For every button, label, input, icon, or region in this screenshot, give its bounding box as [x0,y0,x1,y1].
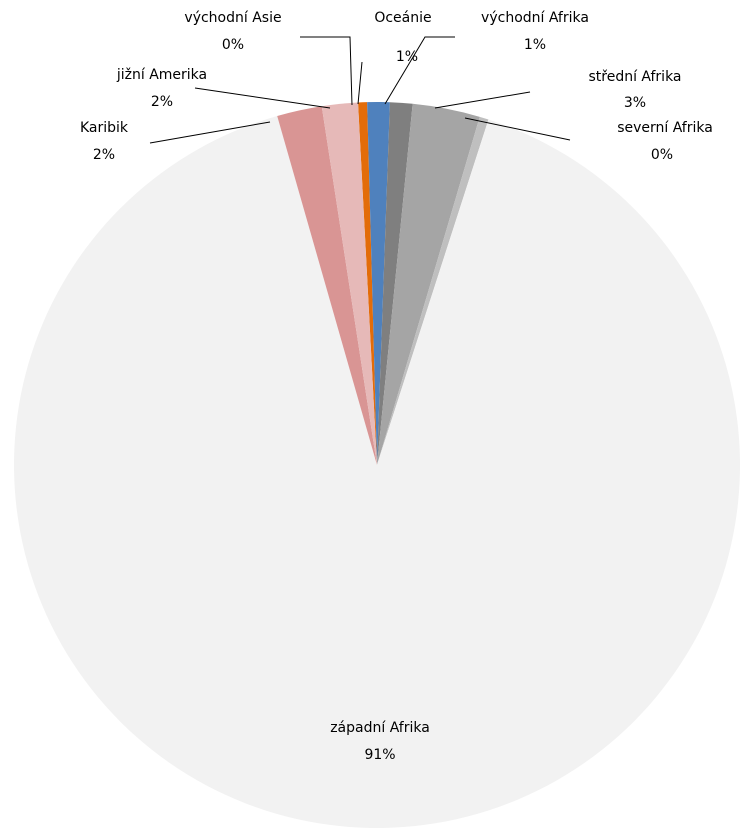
pie-slice [367,102,390,466]
leader-line [149,121,271,144]
slice-label: střední Afrika [588,69,681,85]
leader-line [464,117,571,141]
slice-value-label: 0% [222,37,244,53]
pie-slice [377,103,480,466]
leader-line [300,36,353,106]
pie-slice [277,106,377,466]
slice-value-label: 1% [396,49,418,65]
leader-line [384,36,455,105]
slice-value-label: 0% [651,147,673,163]
slice-label: východní Afrika [481,10,589,26]
leader-line [194,87,331,109]
slice-label: jižní Amerika [116,67,207,83]
pie-slice [377,102,413,465]
slice-label: Oceánie [374,10,431,26]
slice-label: Karibik [80,120,129,136]
slice-value-label: 3% [624,95,646,111]
slice-label: severní Afrika [617,120,713,136]
slice-value-label: 2% [151,94,173,110]
pie-slice [377,116,489,465]
pie-slice [358,102,377,465]
slice-label: západní Afrika [330,720,430,736]
slice-value-label: 2% [93,147,115,163]
slice-value-label: 1% [524,37,546,53]
slice-value-label: 91% [364,747,395,763]
leader-line [357,61,363,105]
pie-slice [321,102,377,465]
pie-slice [14,115,740,828]
leader-line [434,91,531,109]
slice-label: východní Asie [184,10,281,26]
